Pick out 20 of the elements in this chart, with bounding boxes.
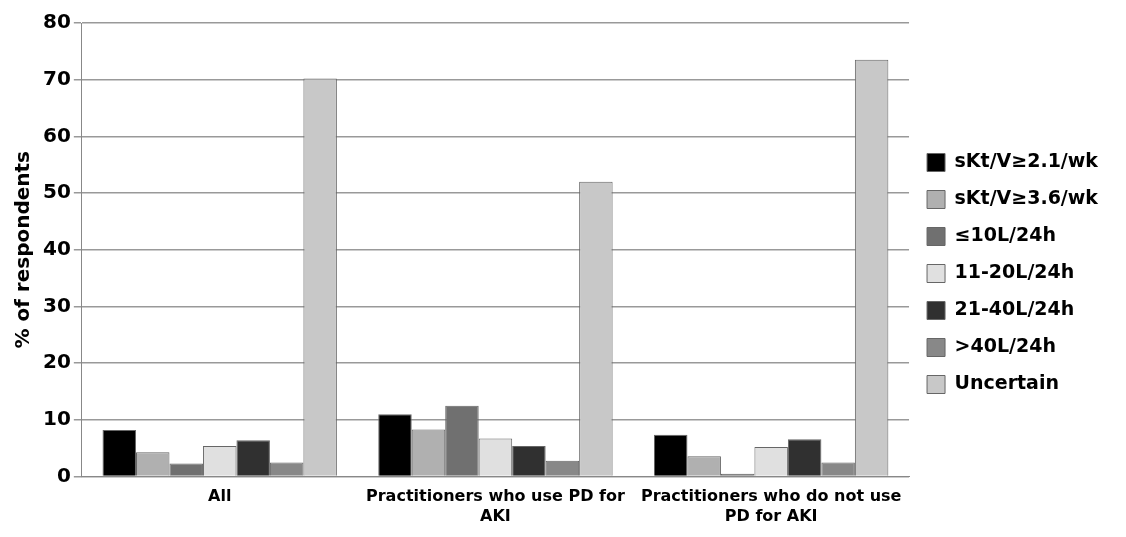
y-tick-label: 30 [42, 292, 71, 317]
x-tick-label: All [208, 486, 232, 506]
y-tick-label: 20 [42, 349, 71, 374]
x-tick-label: Practitioners who do not use PD for AKI [640, 486, 902, 525]
y-tick-label: 70 [42, 65, 71, 90]
y-tick-label: 80 [42, 9, 71, 34]
legend-label: ≤10L/24h [954, 223, 1056, 246]
legend-label: sKt/V≥2.1/wk [954, 149, 1099, 172]
y-tick-label: 40 [42, 236, 71, 260]
y-tick-label: 0 [56, 462, 71, 487]
y-axis-title: % of respondents [10, 150, 35, 349]
legend-label: 11-20L/24h [954, 260, 1075, 283]
legend-label: sKt/V≥3.6/wk [954, 186, 1099, 209]
legend-label: Uncertain [954, 371, 1059, 394]
y-tick-label: 60 [42, 122, 71, 147]
legend-label: 21-40L/24h [954, 297, 1075, 320]
y-tick-label: 50 [42, 179, 71, 204]
y-tick-label: 10 [42, 406, 71, 431]
x-tick-label: Practitioners who use PD for AKI [366, 486, 625, 525]
legend-label: >40L/24h [954, 334, 1056, 357]
